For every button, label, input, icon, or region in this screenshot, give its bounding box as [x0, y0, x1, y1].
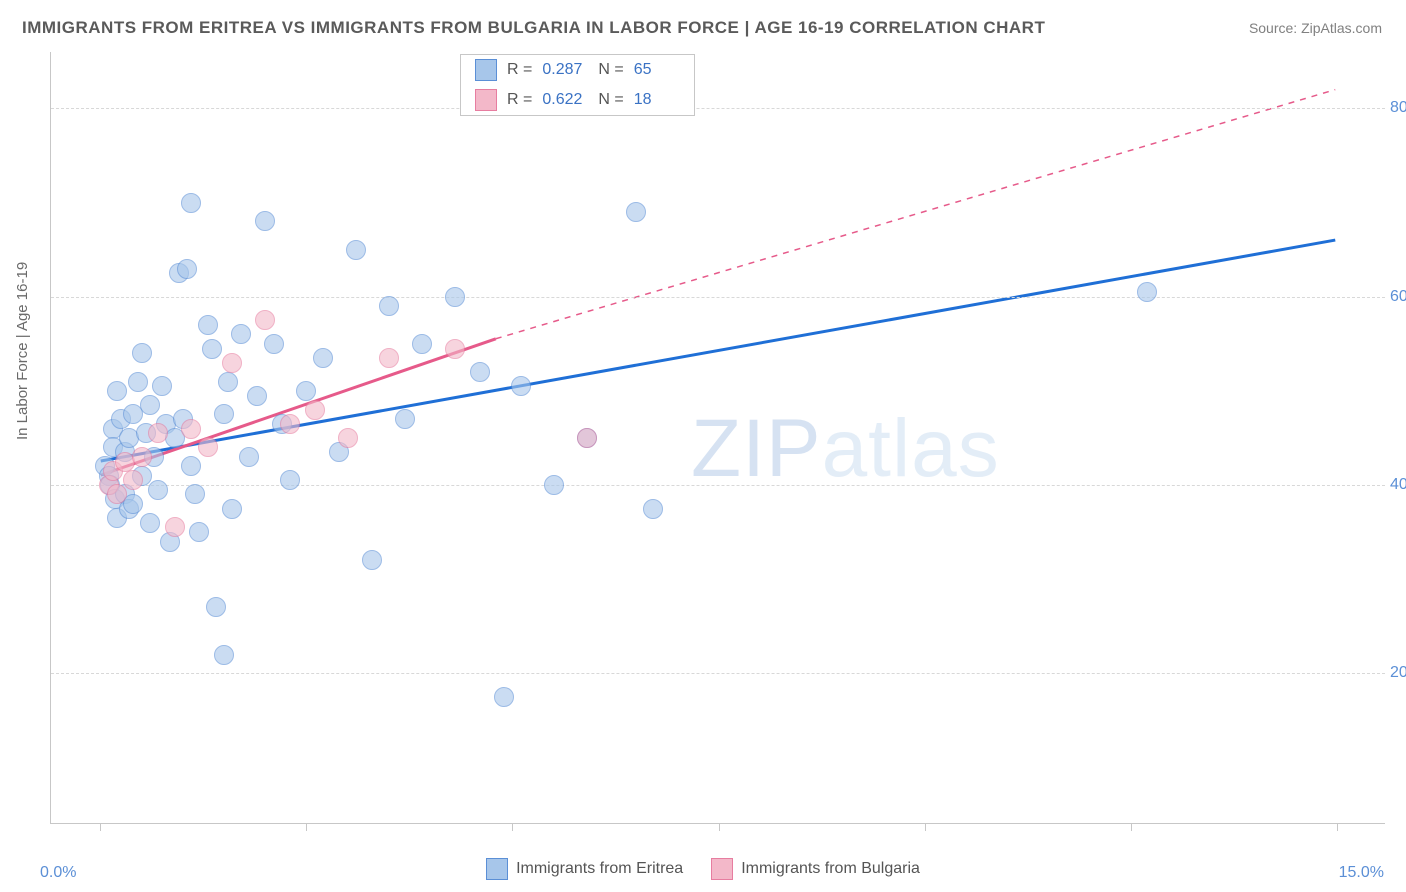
eritrea-point	[470, 362, 490, 382]
bulgaria-point	[577, 428, 597, 448]
eritrea-point	[544, 475, 564, 495]
eritrea-point	[132, 343, 152, 363]
bulgaria-point	[165, 517, 185, 537]
legend-swatch-icon	[475, 89, 497, 111]
x-tick	[925, 823, 926, 831]
eritrea-point	[128, 372, 148, 392]
eritrea-point	[255, 211, 275, 231]
bulgaria-point	[148, 423, 168, 443]
n-label: N =	[598, 91, 623, 109]
bulgaria-point	[280, 414, 300, 434]
eritrea-point	[177, 259, 197, 279]
eritrea-point	[198, 315, 218, 335]
eritrea-point	[140, 395, 160, 415]
eritrea-point	[626, 202, 646, 222]
eritrea-point	[379, 296, 399, 316]
bulgaria-point	[305, 400, 325, 420]
eritrea-point	[218, 372, 238, 392]
eritrea-point	[181, 193, 201, 213]
eritrea-point	[152, 376, 172, 396]
eritrea-point	[1137, 282, 1157, 302]
eritrea-point	[511, 376, 531, 396]
x-tick	[1131, 823, 1132, 831]
eritrea-point	[494, 687, 514, 707]
eritrea-point	[247, 386, 267, 406]
eritrea-point	[148, 480, 168, 500]
eritrea-point	[313, 348, 333, 368]
y-axis-title: In Labor Force | Age 16-19	[14, 262, 31, 440]
x-tick	[512, 823, 513, 831]
trend-lines-layer	[51, 52, 1385, 823]
y-tick-label: 80.0%	[1390, 99, 1406, 117]
source-attribution: Source: ZipAtlas.com	[1249, 20, 1382, 36]
eritrea-point	[206, 597, 226, 617]
eritrea-point	[346, 240, 366, 260]
x-tick	[1337, 823, 1338, 831]
r-label: R =	[507, 61, 532, 79]
bulgaria-trendline-extrapolated	[496, 90, 1335, 339]
gridline	[51, 297, 1385, 298]
eritrea-point	[296, 381, 316, 401]
eritrea-point	[412, 334, 432, 354]
eritrea-point	[231, 324, 251, 344]
legend-stat-row-bulgaria: R = 0.622 N = 18	[461, 85, 694, 115]
eritrea-point	[181, 456, 201, 476]
gridline	[51, 108, 1385, 109]
bulgaria-point	[445, 339, 465, 359]
y-tick-label: 40.0%	[1390, 476, 1406, 494]
eritrea-point	[445, 287, 465, 307]
eritrea-point	[189, 522, 209, 542]
eritrea-point	[185, 484, 205, 504]
gridline	[51, 673, 1385, 674]
legend-series: Immigrants from Eritrea Immigrants from B…	[0, 858, 1406, 880]
y-tick-label: 60.0%	[1390, 288, 1406, 306]
eritrea-point	[214, 645, 234, 665]
bulgaria-point	[198, 437, 218, 457]
legend-swatch-icon	[711, 858, 733, 880]
eritrea-point	[202, 339, 222, 359]
gridline	[51, 485, 1385, 486]
legend-swatch-icon	[475, 59, 497, 81]
bulgaria-point	[222, 353, 242, 373]
eritrea-point	[140, 513, 160, 533]
legend-swatch-icon	[486, 858, 508, 880]
eritrea-point	[239, 447, 259, 467]
bulgaria-point	[107, 484, 127, 504]
eritrea-point	[107, 381, 127, 401]
legend-stat-row-eritrea: R = 0.287 N = 65	[461, 55, 694, 85]
watermark: ZIPatlas	[691, 402, 1000, 496]
x-tick	[719, 823, 720, 831]
chart-title: IMMIGRANTS FROM ERITREA VS IMMIGRANTS FR…	[22, 18, 1045, 38]
bulgaria-point	[132, 447, 152, 467]
r-value: 0.287	[542, 61, 588, 79]
eritrea-point	[643, 499, 663, 519]
eritrea-point	[222, 499, 242, 519]
n-label: N =	[598, 61, 623, 79]
x-tick	[306, 823, 307, 831]
bulgaria-point	[338, 428, 358, 448]
eritrea-point	[280, 470, 300, 490]
y-tick-label: 20.0%	[1390, 664, 1406, 682]
legend-item-label: Immigrants from Bulgaria	[741, 860, 920, 878]
n-value: 18	[634, 91, 680, 109]
scatter-chart: ZIPatlas 20.0%40.0%60.0%80.0%	[50, 52, 1385, 824]
r-value: 0.622	[542, 91, 588, 109]
bulgaria-point	[379, 348, 399, 368]
r-label: R =	[507, 91, 532, 109]
x-tick	[100, 823, 101, 831]
eritrea-point	[214, 404, 234, 424]
legend-item-label: Immigrants from Eritrea	[516, 860, 683, 878]
legend-item-eritrea: Immigrants from Eritrea	[486, 858, 683, 880]
legend-statistics: R = 0.287 N = 65 R = 0.622 N = 18	[460, 54, 695, 116]
eritrea-point	[362, 550, 382, 570]
bulgaria-point	[255, 310, 275, 330]
eritrea-point	[395, 409, 415, 429]
eritrea-point	[264, 334, 284, 354]
bulgaria-point	[181, 419, 201, 439]
n-value: 65	[634, 61, 680, 79]
legend-item-bulgaria: Immigrants from Bulgaria	[711, 858, 920, 880]
bulgaria-point	[123, 470, 143, 490]
